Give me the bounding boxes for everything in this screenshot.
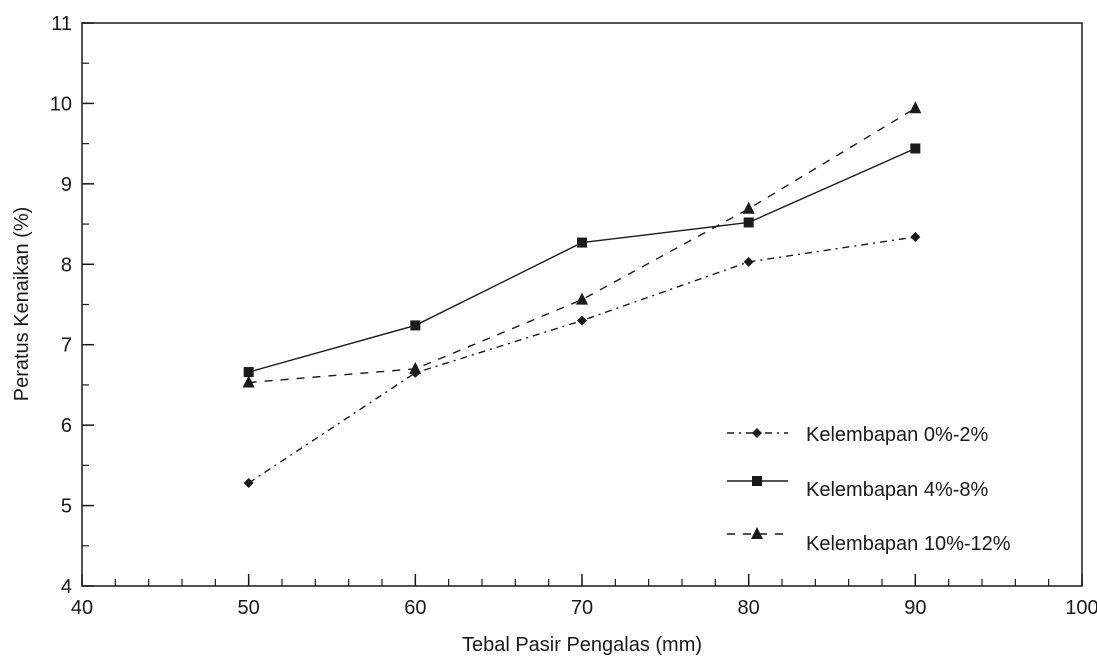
y-tick-label-5: 9 bbox=[61, 174, 72, 196]
x-tick-label-4: 80 bbox=[738, 597, 760, 619]
x-tick-label-2: 60 bbox=[404, 597, 426, 619]
series-2-point-1 bbox=[409, 361, 422, 374]
series-0-point-0 bbox=[243, 478, 254, 489]
legend-label-2: Kelembapan 10%-12% bbox=[806, 533, 1011, 555]
y-tick-label-1: 5 bbox=[61, 496, 72, 518]
y-tick-label-2: 6 bbox=[61, 415, 72, 437]
x-tick-label-0: 40 bbox=[71, 597, 93, 619]
series-0-point-4 bbox=[910, 231, 921, 242]
y-tick-label-7: 11 bbox=[51, 13, 72, 35]
series-1-point-4 bbox=[910, 143, 921, 154]
series-line-0 bbox=[248, 236, 916, 484]
x-tick-label-5: 90 bbox=[904, 597, 926, 619]
series-2-point-0 bbox=[242, 375, 255, 388]
legend-label-1: Kelembapan 4%-8% bbox=[806, 479, 989, 501]
series-1-point-3 bbox=[743, 217, 754, 228]
series-2-point-4 bbox=[909, 101, 922, 114]
legend-sample-2 bbox=[727, 527, 788, 539]
x-tick-label-6: 100 bbox=[1065, 597, 1097, 619]
series-0-point-2 bbox=[577, 315, 587, 326]
y-axis-title: Peratus Kenaikan (%) bbox=[11, 207, 33, 402]
legend-sample-0 bbox=[727, 428, 788, 438]
series-0-point-3 bbox=[743, 256, 754, 267]
series-2-point-3 bbox=[742, 201, 755, 214]
x-tick-labels: 40 50 60 70 80 90 100 bbox=[71, 597, 1097, 619]
legend: Kelembapan 0%-2% Kelembapan 4%-8% Kelemb… bbox=[727, 424, 1011, 555]
legend-marker-1 bbox=[752, 476, 762, 486]
series-1-point-0 bbox=[243, 367, 254, 378]
series-1-point-2 bbox=[577, 237, 587, 248]
major-ticks bbox=[81, 22, 1083, 587]
y-tick-labels: 4 5 6 7 8 9 10 11 bbox=[50, 13, 72, 598]
y-tick-label-0: 4 bbox=[61, 576, 72, 598]
x-axis-title: Tebal Pasir Pengalas (mm) bbox=[462, 634, 702, 656]
x-tick-label-3: 70 bbox=[571, 597, 593, 619]
legend-marker-2 bbox=[751, 527, 763, 539]
y-tick-label-6: 10 bbox=[50, 93, 72, 115]
y-tick-label-3: 7 bbox=[61, 335, 72, 357]
series-line-1 bbox=[248, 147, 916, 373]
legend-marker-0 bbox=[752, 428, 762, 438]
series-markers bbox=[242, 101, 922, 489]
legend-sample-1 bbox=[727, 476, 788, 486]
series-1-point-1 bbox=[410, 320, 421, 331]
y-tick-label-4: 8 bbox=[61, 254, 72, 276]
legend-label-0: Kelembapan 0%-2% bbox=[806, 424, 989, 446]
series-2-point-2 bbox=[576, 292, 588, 305]
x-tick-label-1: 50 bbox=[238, 597, 260, 619]
